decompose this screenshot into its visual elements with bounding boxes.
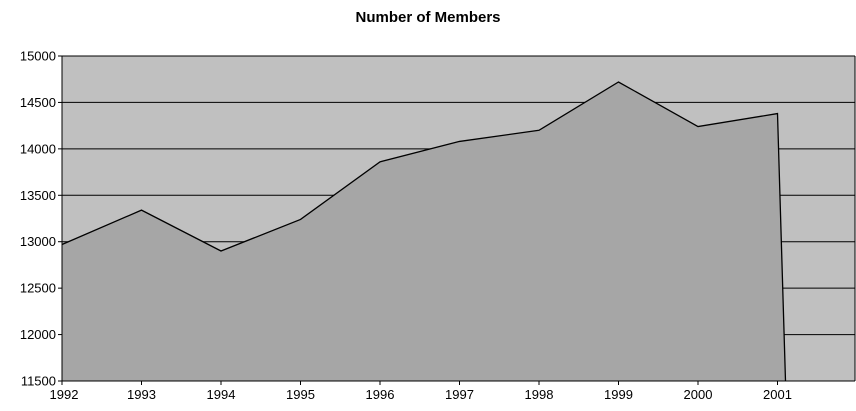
y-tick-label: 15000 <box>20 49 56 64</box>
chart-title: Number of Members <box>355 9 501 26</box>
y-tick-labels: 11500 12000 12500 13000 13500 14000 14500 15000 <box>20 49 62 389</box>
x-tick-label: 2000 <box>684 387 713 402</box>
y-tick-label: 12500 <box>20 281 56 296</box>
x-tick-label: 1997 <box>445 387 474 402</box>
x-tick-label: 1999 <box>604 387 633 402</box>
axes <box>61 56 856 382</box>
area-fill <box>62 82 786 381</box>
x-tick-label: 1998 <box>525 387 554 402</box>
x-tick-label: 1993 <box>127 387 156 402</box>
y-tick-label: 12000 <box>20 327 56 342</box>
x-tick-label: 1992 <box>50 387 79 402</box>
y-tick-label: 14000 <box>20 141 56 156</box>
y-tick-label: 11500 <box>21 374 56 389</box>
y-tick-label: 13000 <box>20 234 56 249</box>
area-layer <box>61 81 787 382</box>
x-tick-labels: 1992 1993 1994 1995 1996 1997 1998 1999 2000 2001 <box>50 381 792 402</box>
x-tick-label: 1996 <box>366 387 395 402</box>
x-tick-label: 1994 <box>207 387 236 402</box>
x-tick-label: 1995 <box>286 387 315 402</box>
series-line <box>61 81 787 382</box>
x-tick-label: 2001 <box>763 387 792 402</box>
y-tick-label: 13500 <box>20 188 56 203</box>
y-tick-label: 14500 <box>20 95 56 110</box>
